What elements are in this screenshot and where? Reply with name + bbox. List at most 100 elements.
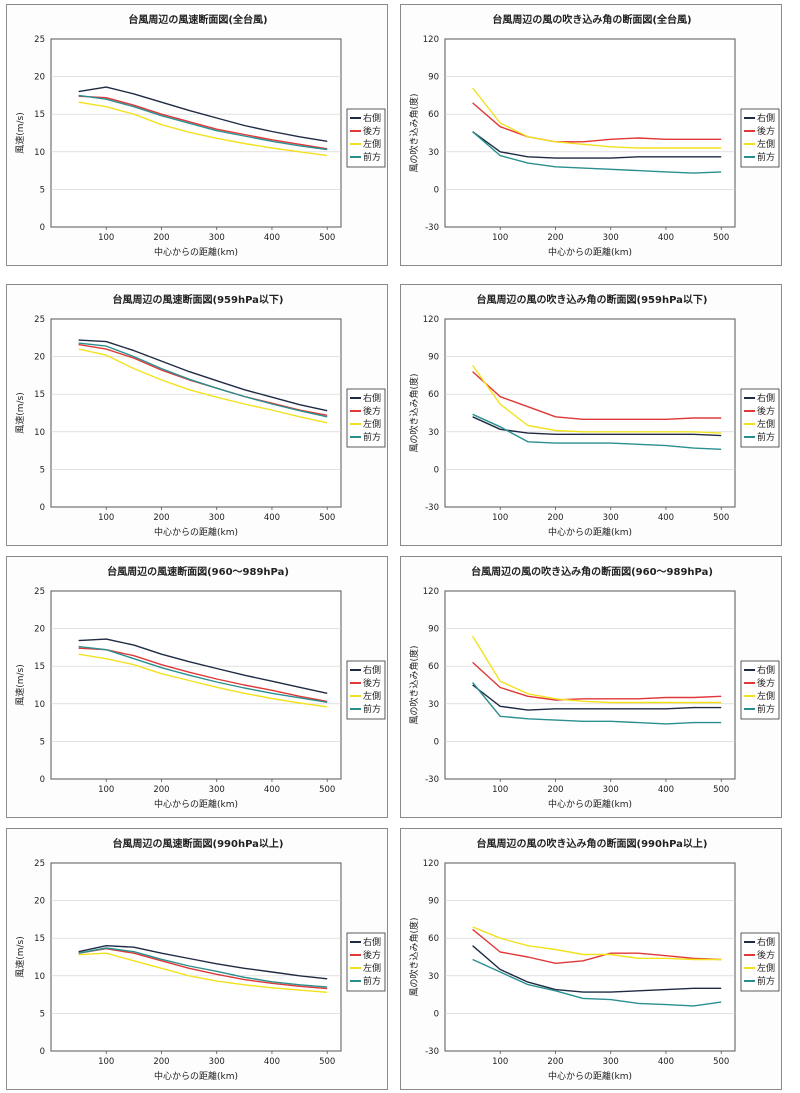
y-tick-label: -30: [425, 503, 439, 513]
chart-panel-speed-all: 台風周辺の風速断面図(全台風) 0 5 10 15 20 25 100 200 300 400 500…: [6, 4, 388, 266]
x-tick-label: 200: [153, 1057, 169, 1067]
chart-title: 台風周辺の風速断面図(全台風): [128, 13, 267, 26]
y-tick-label: 25: [34, 859, 45, 869]
y-tick-label: 60: [428, 934, 439, 944]
chart-title: 台風周辺の風速断面図(959hPa以下): [113, 293, 284, 306]
y-axis-label: 風速(m/s): [15, 392, 26, 434]
y-tick-label: 10: [34, 972, 45, 982]
x-tick-label: 300: [209, 513, 225, 523]
x-tick-label: 300: [209, 233, 225, 243]
y-tick-label: 5: [40, 185, 45, 195]
y-axis-label: 風速(m/s): [15, 664, 26, 706]
legend-label: 右側: [363, 112, 381, 124]
y-tick-label: 0: [40, 503, 45, 513]
plot-area: [50, 862, 342, 1052]
legend-label: 左側: [363, 138, 381, 150]
y-tick-label: 0: [434, 465, 439, 475]
legend-label: 前方: [363, 975, 381, 987]
y-tick-label: 5: [40, 737, 45, 747]
x-tick-label: 300: [603, 1057, 619, 1067]
series-line-1: [78, 638, 328, 694]
chart-svg-angle-959: 台風周辺の風の吹き込み角の断面図(959hPa以下) -30 0 30 60 90 120 1…: [408, 293, 780, 538]
legend-label: 右側: [757, 392, 775, 404]
legend-label: 後方: [363, 677, 381, 689]
chart-panel-angle-960-989: 台風周辺の風の吹き込み角の断面図(960〜989hPa) -30 0 30 60 90 12…: [400, 556, 782, 818]
x-tick-label: 100: [492, 785, 508, 795]
legend-label: 左側: [757, 962, 775, 974]
x-axis-label: 中心からの距離(km): [154, 246, 238, 258]
y-tick-label: 20: [34, 73, 45, 83]
y-tick-label: 30: [428, 428, 439, 438]
series-line-4: [78, 947, 328, 988]
x-tick-label: 300: [603, 233, 619, 243]
legend-label: 前方: [363, 431, 381, 443]
legend-label: 後方: [363, 125, 381, 137]
x-axis-label: 中心からの距離(km): [154, 526, 238, 538]
x-tick-label: 200: [153, 785, 169, 795]
y-tick-label: 0: [434, 737, 439, 747]
x-axis-label: 中心からの距離(km): [154, 1070, 238, 1082]
series-line-1: [78, 86, 328, 142]
x-tick-label: 500: [713, 1057, 729, 1067]
x-tick-label: 300: [603, 513, 619, 523]
x-tick-label: 300: [209, 1057, 225, 1067]
y-tick-label: 25: [34, 35, 45, 45]
legend-label: 左側: [363, 690, 381, 702]
y-tick-label: 0: [40, 775, 45, 785]
legend-label: 前方: [363, 151, 381, 163]
series-line-3: [78, 653, 328, 708]
plot-area: [50, 590, 342, 780]
plot-area: [50, 318, 342, 508]
chart-panel-speed-959: 台風周辺の風速断面図(959hPa以下) 0 5 10 15 20 25 100 200 300 4…: [6, 284, 388, 546]
y-tick-label: 20: [34, 625, 45, 635]
chart-panel-angle-990: 台風周辺の風の吹き込み角の断面図(990hPa以上) -30 0 30 60 90 120 1…: [400, 828, 782, 1090]
x-tick-label: 200: [153, 233, 169, 243]
chart-title: 台風周辺の風の吹き込み角の断面図(960〜989hPa): [471, 565, 713, 578]
legend-label: 後方: [757, 125, 775, 137]
x-tick-label: 100: [98, 1057, 114, 1067]
legend-label: 前方: [757, 975, 775, 987]
chart-svg-speed-959: 台風周辺の風速断面図(959hPa以下) 0 5 10 15 20 25 100 200 300 4…: [15, 293, 386, 538]
y-tick-label: 60: [428, 390, 439, 400]
series-line-4: [78, 94, 328, 151]
legend-label: 後方: [363, 405, 381, 417]
x-tick-label: 400: [658, 513, 674, 523]
series-line-3: [78, 348, 328, 424]
y-axis-label: 風の吹き込み角(度): [408, 93, 420, 172]
x-tick-label: 400: [264, 1057, 280, 1067]
legend-label: 左側: [363, 418, 381, 430]
y-tick-label: 30: [428, 148, 439, 158]
x-axis-label: 中心からの距離(km): [548, 798, 632, 810]
series-line-2: [78, 95, 328, 150]
x-tick-label: 300: [209, 785, 225, 795]
legend-label: 後方: [757, 677, 775, 689]
y-tick-label: 120: [423, 35, 439, 45]
y-tick-label: 120: [423, 859, 439, 869]
y-axis-label: 風の吹き込み角(度): [408, 645, 420, 724]
legend-label: 左側: [757, 690, 775, 702]
y-axis-label: 風速(m/s): [15, 112, 26, 154]
x-axis-label: 中心からの距離(km): [154, 798, 238, 810]
chart-panel-speed-990: 台風周辺の風速断面図(990hPa以上) 0 5 10 15 20 25 100 200 300 4…: [6, 828, 388, 1090]
y-axis-label: 風の吹き込み角(度): [408, 917, 420, 996]
chart-title: 台風周辺の風の吹き込み角の断面図(959hPa以下): [477, 293, 708, 306]
legend-label: 右側: [363, 664, 381, 676]
y-tick-label: 30: [428, 972, 439, 982]
y-tick-label: 10: [34, 148, 45, 158]
series-line-1: [472, 684, 722, 711]
legend-label: 後方: [363, 949, 381, 961]
series-line-1: [472, 416, 722, 437]
y-tick-label: 90: [428, 897, 439, 907]
y-tick-label: 15: [34, 662, 45, 672]
series-line-1: [472, 945, 722, 993]
y-tick-label: 20: [34, 897, 45, 907]
x-tick-label: 500: [319, 513, 335, 523]
legend-label: 前方: [363, 703, 381, 715]
x-tick-label: 200: [547, 1057, 563, 1067]
y-axis-label: 風速(m/s): [15, 936, 26, 978]
series-line-3: [472, 87, 722, 149]
series-line-3: [472, 635, 722, 704]
y-tick-label: 25: [34, 315, 45, 325]
x-tick-label: 100: [98, 785, 114, 795]
x-axis-label: 中心からの距離(km): [548, 1070, 632, 1082]
